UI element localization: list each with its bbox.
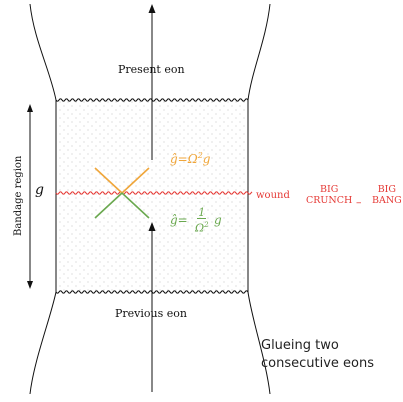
time-arrow-lower-head — [148, 222, 156, 231]
big-crunch-top: BIG — [319, 184, 339, 195]
crunch-bang-dash: – — [356, 196, 362, 209]
metric-g-label: g — [35, 182, 44, 198]
caption: Glueing two consecutive eons — [261, 337, 374, 373]
caption-line-2: consecutive eons — [261, 356, 374, 371]
equation-past-denominator-exponent: 2 — [204, 221, 209, 229]
big-crunch-bottom: CRUNCH — [306, 195, 353, 206]
big-bang-top: BIG — [377, 184, 397, 195]
big-crunch-label: BIG CRUNCH — [306, 184, 352, 206]
big-bang-bottom: BANG — [372, 195, 402, 206]
wound-label: wound — [256, 190, 290, 201]
equation-future: ĝ=Ω2g — [170, 151, 211, 166]
equation-past-denominator: Ω2 — [194, 219, 210, 235]
future-cone-left — [94, 167, 123, 194]
time-arrow-upper-head — [148, 4, 156, 13]
bandage-extent-arrow-top — [27, 104, 33, 112]
wound-line — [55, 191, 253, 195]
equation-future-exponent: 2 — [197, 151, 203, 160]
bandage-region-label: Bandage region — [13, 155, 24, 236]
present-eon-label: Present eon — [118, 63, 185, 76]
equation-past-lhs: ĝ= — [170, 213, 188, 227]
equation-future-lhs: ĝ=Ω — [170, 152, 198, 166]
equation-past-numerator: 1 — [197, 206, 207, 219]
past-cone-left — [94, 192, 123, 219]
big-bang-label: BIG BANG — [372, 184, 402, 206]
equation-past-denominator-base: Ω — [195, 221, 205, 235]
bandage-extent-arrow-bottom — [27, 281, 33, 289]
caption-line-1: Glueing two — [261, 338, 339, 353]
equation-future-rhs: g — [202, 152, 211, 166]
past-cone-right — [121, 192, 150, 219]
equation-past-rhs: g — [214, 213, 222, 227]
boundary-bottom-left — [29, 291, 57, 395]
boundary-top-right — [247, 3, 271, 101]
equation-past-fraction: 1 Ω2 — [194, 207, 210, 235]
future-cone-right — [121, 167, 150, 194]
boundary-bottom-right — [247, 291, 271, 395]
previous-eon-label: Previous eon — [115, 307, 187, 320]
boundary-top-left — [29, 3, 57, 101]
